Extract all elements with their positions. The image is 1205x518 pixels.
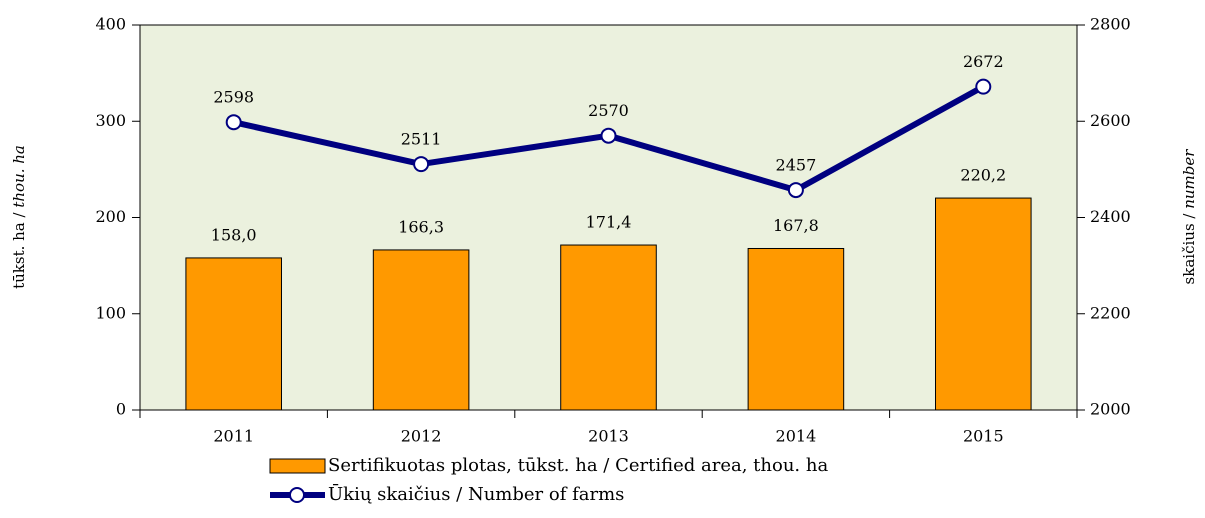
y2-tick-label: 2200 [1090,303,1131,322]
bar-value-label: 171,4 [586,213,632,232]
y-tick-label: 200 [95,207,126,226]
line-marker [975,78,992,95]
y2-axis-label: skaičius / number [1180,149,1198,285]
bar-value-label: 220,2 [960,166,1006,185]
legend-label: Sertifikuotas plotas, tūkst. ha / Certif… [328,455,828,476]
bar [747,247,845,411]
line-value-label: 2457 [776,156,817,175]
bar [560,244,657,411]
line-value-label: 2511 [401,130,442,149]
line-value-label: 2570 [588,101,629,120]
legend-marker [289,487,305,503]
y2-tick-label: 2800 [1090,15,1131,34]
bar-value-label: 166,3 [398,217,444,236]
y-axis-label-part: thou. ha [10,145,28,208]
line-marker [413,156,430,173]
x-tick-label: 2012 [401,427,442,446]
legend-swatch [269,458,326,474]
bar [935,197,1032,411]
x-tick-label: 2015 [963,427,1004,446]
y-tick-label: 0 [116,400,126,419]
y-axis-label-part: tūkst. ha / [10,211,28,288]
y2-axis-label-part: number [1180,149,1198,209]
line-value-label: 2672 [963,52,1004,71]
bar-value-label: 158,0 [211,225,257,244]
bar-value-label: 167,8 [773,216,819,235]
bar [372,249,470,411]
legend-label: Ūkių skaičius / Number of farms [328,482,624,505]
x-tick-label: 2014 [776,427,817,446]
bar [185,257,282,411]
y-axis-label: tūkst. ha / thou. ha [10,145,28,289]
y-tick-label: 400 [95,15,126,34]
y2-tick-label: 2000 [1090,400,1131,419]
y2-tick-label: 2600 [1090,111,1131,130]
line-marker [600,127,617,144]
y2-axis-label-part: skaičius / [1180,213,1198,285]
line-value-label: 2598 [213,88,254,107]
y-tick-label: 100 [95,303,126,322]
line-marker [787,182,804,199]
x-tick-label: 2013 [588,427,629,446]
y2-tick-label: 2400 [1090,207,1131,226]
x-tick-label: 2011 [213,427,254,446]
y-tick-label: 300 [95,111,126,130]
line-marker [225,114,242,131]
